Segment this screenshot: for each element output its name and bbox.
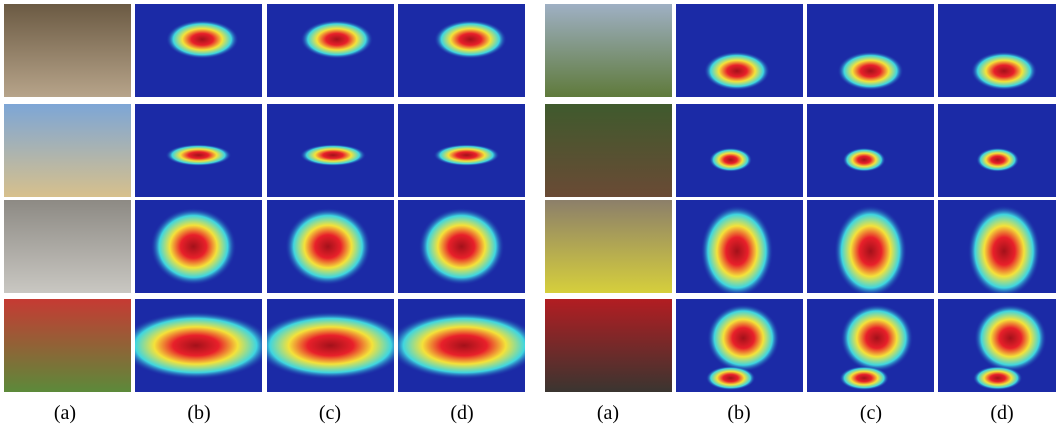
- heatmap-left-row1-colb: [135, 4, 262, 97]
- heatmap-right-row4-colb: [676, 299, 803, 392]
- heat-blob: [974, 304, 1047, 372]
- heat-blob: [834, 205, 907, 293]
- heat-blob: [971, 51, 1038, 91]
- caption-right-d: (d): [990, 402, 1014, 424]
- heat-blob: [300, 19, 374, 59]
- heat-blob: [840, 304, 914, 372]
- heatmap-left-row3-cold: [398, 200, 525, 293]
- heatmap-right-row1-colb: [676, 4, 803, 97]
- heat-blob: [709, 147, 753, 172]
- caption-left-b: (b): [187, 402, 211, 424]
- heatmap-right-row4-cold: [938, 299, 1056, 392]
- heatmap-left-row2-colb: [135, 104, 262, 197]
- heatmap-right-row2-cold: [938, 104, 1056, 197]
- heatmap-right-row1-cold: [938, 4, 1056, 97]
- heat-blob: [398, 311, 525, 380]
- heatmap-left-row2-cold: [398, 104, 525, 197]
- heatmap-right-row3-colb: [676, 200, 803, 293]
- heat-blob: [165, 19, 239, 59]
- input-photo-right-row3: [545, 200, 672, 293]
- heat-blob: [705, 365, 756, 391]
- caption-right-b: (b): [727, 402, 751, 424]
- input-photo-left-row4: [4, 299, 131, 392]
- heat-blob: [976, 147, 1020, 172]
- heatmap-right-row4-colc: [807, 299, 934, 392]
- heat-blob: [839, 365, 889, 391]
- heatmap-left-row4-cold: [398, 299, 525, 392]
- heatmap-left-row4-colc: [267, 299, 394, 392]
- heat-blob: [703, 51, 770, 91]
- heatmap-left-row1-colc: [267, 4, 394, 97]
- caption-left-a: (a): [53, 402, 77, 424]
- heatmap-left-row1-cold: [398, 4, 525, 97]
- heat-blob: [433, 144, 500, 167]
- heat-blob: [700, 205, 774, 293]
- heat-blob: [300, 144, 367, 167]
- heatmap-left-row3-colb: [135, 200, 262, 293]
- heat-blob: [135, 311, 262, 380]
- heat-blob: [434, 19, 507, 59]
- heatmap-left-row4-colb: [135, 299, 262, 392]
- heat-blob: [418, 207, 505, 286]
- heat-blob: [842, 147, 886, 172]
- caption-left-d: (d): [450, 402, 474, 424]
- input-photo-right-row1: [545, 4, 672, 97]
- caption-left-c: (c): [318, 402, 342, 424]
- heat-blob: [967, 205, 1041, 293]
- heat-blob: [285, 207, 371, 286]
- heatmap-right-row1-colc: [807, 4, 934, 97]
- input-photo-right-row4: [545, 299, 672, 392]
- heatmap-right-row2-colb: [676, 104, 803, 197]
- heat-blob: [972, 365, 1023, 391]
- heat-blob: [150, 207, 237, 286]
- heat-blob: [837, 51, 904, 91]
- input-photo-right-row2: [545, 104, 672, 197]
- heatmap-right-row2-colc: [807, 104, 934, 197]
- input-photo-left-row3: [4, 200, 131, 293]
- heat-blob: [267, 311, 394, 380]
- heatmap-left-row2-colc: [267, 104, 394, 197]
- heat-blob: [706, 304, 780, 372]
- heatmap-right-row3-colc: [807, 200, 934, 293]
- input-photo-left-row1: [4, 4, 131, 97]
- heat-blob: [165, 144, 232, 167]
- input-photo-left-row2: [4, 104, 131, 197]
- heatmap-left-row3-colc: [267, 200, 394, 293]
- heatmap-right-row3-cold: [938, 200, 1056, 293]
- caption-right-c: (c): [859, 402, 883, 424]
- caption-right-a: (a): [596, 402, 620, 424]
